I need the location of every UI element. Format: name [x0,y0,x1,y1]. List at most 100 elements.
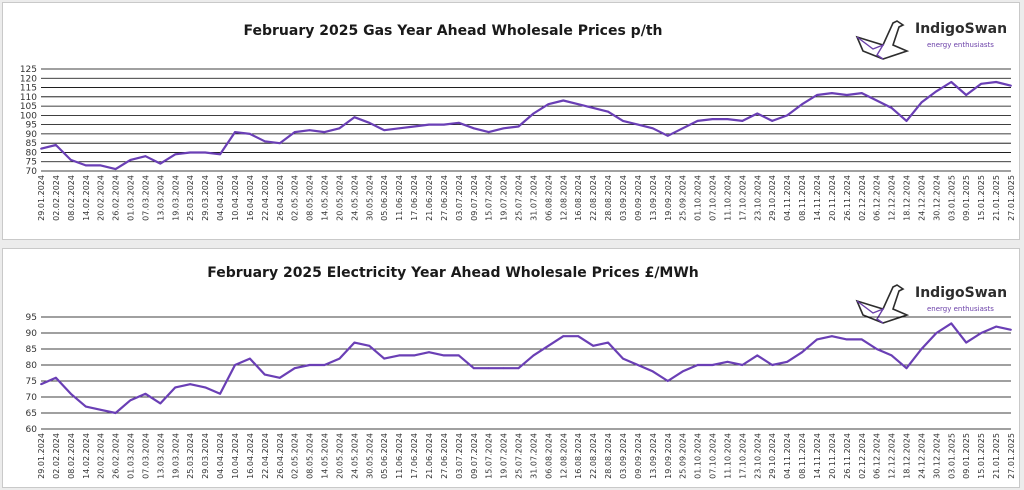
data-point [1010,328,1012,331]
x-tick-label: 02.05.2024 [291,175,300,221]
data-point [517,125,520,128]
data-point [592,107,595,109]
x-tick-label: 12.12.2024 [888,175,897,221]
x-tick-label: 04.04.2024 [216,433,225,479]
x-tick-label: 17.10.2024 [738,175,747,221]
x-tick-label: 08.02.2024 [67,175,76,221]
data-point [786,360,789,363]
data-point [249,133,251,135]
x-tick-label: 26.11.2024 [843,175,852,221]
data-point [786,114,789,117]
x-tick-label: 01.10.2024 [694,175,703,221]
x-tick-label: 19.07.2024 [500,433,509,479]
x-tick-label: 16.08.2024 [574,433,583,479]
chart-title: February 2025 Electricity Year Ahead Who… [207,265,699,281]
data-point [472,127,475,130]
y-tick-label: 115 [20,84,37,94]
x-tick-label: 02.02.2024 [52,433,61,479]
x-tick-label: 25.07.2024 [515,433,524,479]
x-tick-label: 08.11.2024 [798,175,807,221]
data-point [114,412,117,414]
x-tick-label: 26.11.2024 [843,433,852,479]
x-tick-label: 13.09.2024 [649,433,658,479]
data-point [204,386,207,389]
data-point [323,131,326,133]
x-tick-label: 11.06.2024 [395,433,404,479]
data-point [517,367,520,370]
x-tick-label: 06.12.2024 [873,175,882,221]
x-tick-label: 25.03.2024 [186,433,195,479]
data-point [263,373,266,376]
x-tick-label: 21.06.2024 [425,433,434,479]
x-tick-label: 13.09.2024 [649,175,658,221]
data-point [547,103,550,106]
data-point [681,370,684,373]
x-tick-label: 16.08.2024 [574,175,583,221]
x-tick-label: 25.09.2024 [679,175,688,221]
y-tick-label: 120 [20,74,37,84]
data-point [308,129,311,132]
x-tick-label: 19.09.2024 [664,175,673,221]
data-point [681,127,684,130]
x-tick-label: 04.11.2024 [783,433,792,479]
x-tick-label: 05.06.2024 [380,433,389,479]
data-point [696,120,699,122]
x-tick-label: 08.05.2024 [306,175,315,221]
x-tick-label: 02.12.2024 [858,175,867,221]
logo-tagline: energy enthusiasts [927,41,994,49]
y-tick-label: 70 [26,393,38,403]
y-tick-label: 95 [26,313,37,323]
x-tick-label: 25.07.2024 [515,175,524,221]
data-point [443,354,445,357]
x-tick-label: 20.11.2024 [828,433,837,479]
data-point [980,332,983,334]
data-point [323,364,326,366]
data-point [920,101,923,104]
data-point [174,386,177,389]
x-tick-label: 28.08.2024 [604,175,613,221]
y-tick-label: 90 [26,130,38,140]
data-point [637,123,639,126]
data-point [278,142,281,145]
data-point [622,357,624,360]
x-tick-label: 30.05.2024 [365,433,374,479]
y-tick-label: 75 [26,377,37,387]
data-point [831,92,833,95]
x-tick-label: 20.11.2024 [828,175,837,221]
data-point [55,144,57,146]
x-tick-label: 14.11.2024 [813,433,822,479]
x-tick-label: 11.10.2024 [723,433,732,479]
x-tick-label: 19.07.2024 [500,175,509,221]
data-point [577,335,580,338]
data-point [845,94,848,96]
data-point [607,110,609,113]
x-tick-label: 09.09.2024 [634,433,643,479]
data-point [338,357,341,360]
data-point [129,399,132,402]
data-point [875,348,878,350]
data-point [413,354,415,357]
x-tick-label: 27.06.2024 [440,433,449,479]
data-point [84,405,87,408]
chart-title: February 2025 Gas Year Ahead Wholesale P… [243,23,663,39]
x-tick-label: 30.12.2024 [932,433,941,479]
x-tick-label: 08.05.2024 [306,433,315,479]
data-point [651,127,654,130]
data-point [637,364,639,366]
data-point [771,364,774,366]
x-tick-label: 21.06.2024 [425,175,434,221]
x-tick-label: 03.01.2025 [947,175,956,221]
price-series-line [40,322,1012,415]
x-tick-label: 15.01.2025 [977,175,986,221]
data-point [651,370,654,373]
logo-name: IndigoSwan [915,285,1008,301]
data-point [831,335,833,338]
x-tick-label: 01.10.2024 [694,433,703,479]
data-point [592,344,595,347]
logo-name: IndigoSwan [915,21,1008,37]
x-tick-label: 14.02.2024 [82,433,91,479]
data-point [353,341,356,344]
data-point [905,367,908,370]
data-point [965,341,968,344]
data-point [144,392,147,395]
